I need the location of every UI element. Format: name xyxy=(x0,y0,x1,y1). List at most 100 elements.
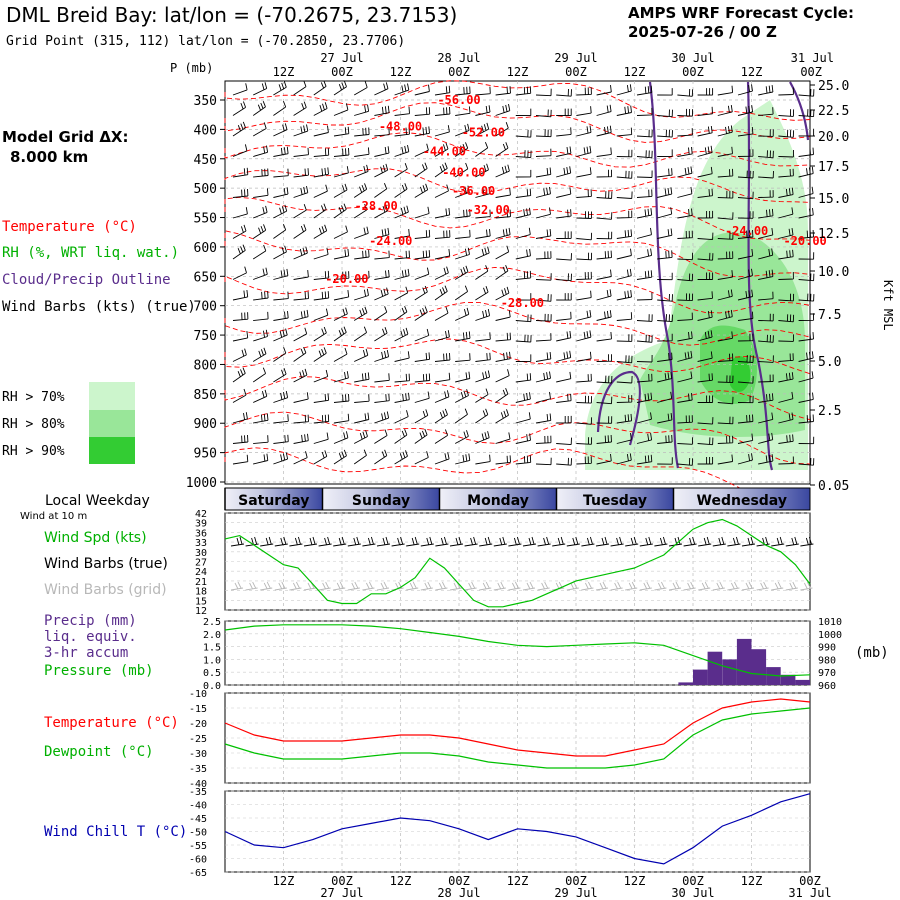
wind-barb xyxy=(576,87,592,96)
wind-barb xyxy=(273,187,289,198)
wind-barb xyxy=(454,389,469,403)
wind-barb xyxy=(576,211,592,219)
wind-barb xyxy=(596,416,613,424)
top-date-label: 28 Jul xyxy=(437,51,480,65)
wind-barb xyxy=(374,393,390,403)
weekday-name: Wednesday xyxy=(697,493,787,509)
wind-barb xyxy=(515,293,532,301)
wind-barb xyxy=(798,332,814,342)
wind-barb xyxy=(273,224,287,239)
wind-barb xyxy=(778,228,794,239)
wind-barb xyxy=(394,429,408,444)
wind-barb xyxy=(778,207,794,219)
kft-tick-label: 2.5 xyxy=(818,404,841,419)
wind-barb xyxy=(333,393,350,403)
forecast-cycle-value: 2025-07-26 / 00 Z xyxy=(628,23,777,41)
grid-wind-barb xyxy=(610,581,623,591)
wind-barb xyxy=(495,265,509,280)
wind-barb xyxy=(657,149,673,157)
wind-barb xyxy=(596,212,613,220)
weekday-bar-frame xyxy=(224,487,811,511)
grid-wind-barb xyxy=(289,581,302,591)
wind-barb xyxy=(596,434,612,444)
wind-barb xyxy=(495,388,509,403)
wind-barb xyxy=(576,232,593,241)
wind-barb xyxy=(253,329,268,342)
wind-barb xyxy=(253,168,269,178)
grid-wind-barb xyxy=(406,581,419,591)
wind-barb xyxy=(697,88,714,96)
wind-barb xyxy=(515,188,532,198)
wind-barb xyxy=(596,289,612,301)
wind-barb xyxy=(636,354,653,363)
precip-bar xyxy=(766,667,781,685)
y-tick-label: -30 xyxy=(189,749,207,760)
wind-barb xyxy=(717,289,733,301)
wind-barb xyxy=(677,230,693,239)
wind-barb xyxy=(677,293,694,302)
rh-shading xyxy=(585,100,808,470)
top-hour-label: 12Z xyxy=(390,65,412,79)
wind-barb xyxy=(677,252,694,261)
wind-barb xyxy=(515,227,531,239)
wind-barb xyxy=(455,229,471,239)
temperature-panel: -40 -35 -30 -25 -20 -15 -10 xyxy=(189,689,811,790)
pressure-axis-label: P (mb) xyxy=(170,61,213,75)
true-wind-barb xyxy=(449,536,464,547)
true-wind-barb xyxy=(698,536,712,547)
top-date-label: 27 Jul xyxy=(320,51,363,65)
wind-barb xyxy=(354,250,370,260)
bottom-hour-label: 00Z xyxy=(799,874,821,888)
pressure-tick-label: 600 xyxy=(194,241,217,256)
grid-wind-barb xyxy=(683,581,696,591)
weekday-name: Monday xyxy=(467,493,529,509)
wind-barb xyxy=(737,414,754,424)
grid-wind-barb xyxy=(479,581,492,591)
y-tick-label: 2.0 xyxy=(203,630,221,641)
temperature-contour xyxy=(224,266,811,314)
wind-barb xyxy=(697,373,713,383)
wind-barb xyxy=(596,125,612,137)
wind-barb xyxy=(333,126,350,137)
grid-wind-barb xyxy=(785,581,798,591)
wind-barb xyxy=(778,109,795,117)
wind-barb xyxy=(333,431,349,444)
wind-barb xyxy=(596,85,612,96)
wind-barb xyxy=(333,347,348,362)
wind-barb xyxy=(414,250,431,260)
grid-wind-barb xyxy=(639,581,652,591)
wind-barb xyxy=(455,209,471,219)
wind-barb xyxy=(677,393,693,403)
wind-barb xyxy=(414,285,428,301)
wind-barb xyxy=(434,230,451,239)
wind-barb xyxy=(576,310,592,321)
true-wind-barb xyxy=(522,536,537,547)
wind-barb xyxy=(394,145,410,157)
wind-barb xyxy=(556,146,572,157)
wind-barb xyxy=(394,327,409,342)
wind-barb xyxy=(394,392,410,403)
legend-temperature: Temperature (°C) xyxy=(2,219,137,235)
wind-barb xyxy=(737,311,754,321)
wind-barb xyxy=(313,125,329,137)
wind-barb xyxy=(394,163,408,178)
wind-barb xyxy=(717,375,734,384)
wind-barb xyxy=(636,392,653,403)
wind-barb xyxy=(495,369,510,383)
wind-barb xyxy=(616,84,632,96)
wind-barb xyxy=(697,210,714,219)
wind-barb xyxy=(717,309,733,321)
wind-barb xyxy=(353,306,368,321)
true-wind-barb xyxy=(420,536,434,547)
rh80-swatch xyxy=(89,410,135,437)
true-wind-barb xyxy=(800,536,814,547)
wind-barb xyxy=(576,437,593,445)
temperature-contour xyxy=(224,447,811,500)
wind-barb xyxy=(293,204,307,219)
wind-barb xyxy=(535,391,551,403)
grid-wind-barb xyxy=(347,581,360,591)
wind-barb xyxy=(232,188,249,198)
wind-barb xyxy=(798,147,814,157)
y-tick-label: -55 xyxy=(189,841,207,852)
